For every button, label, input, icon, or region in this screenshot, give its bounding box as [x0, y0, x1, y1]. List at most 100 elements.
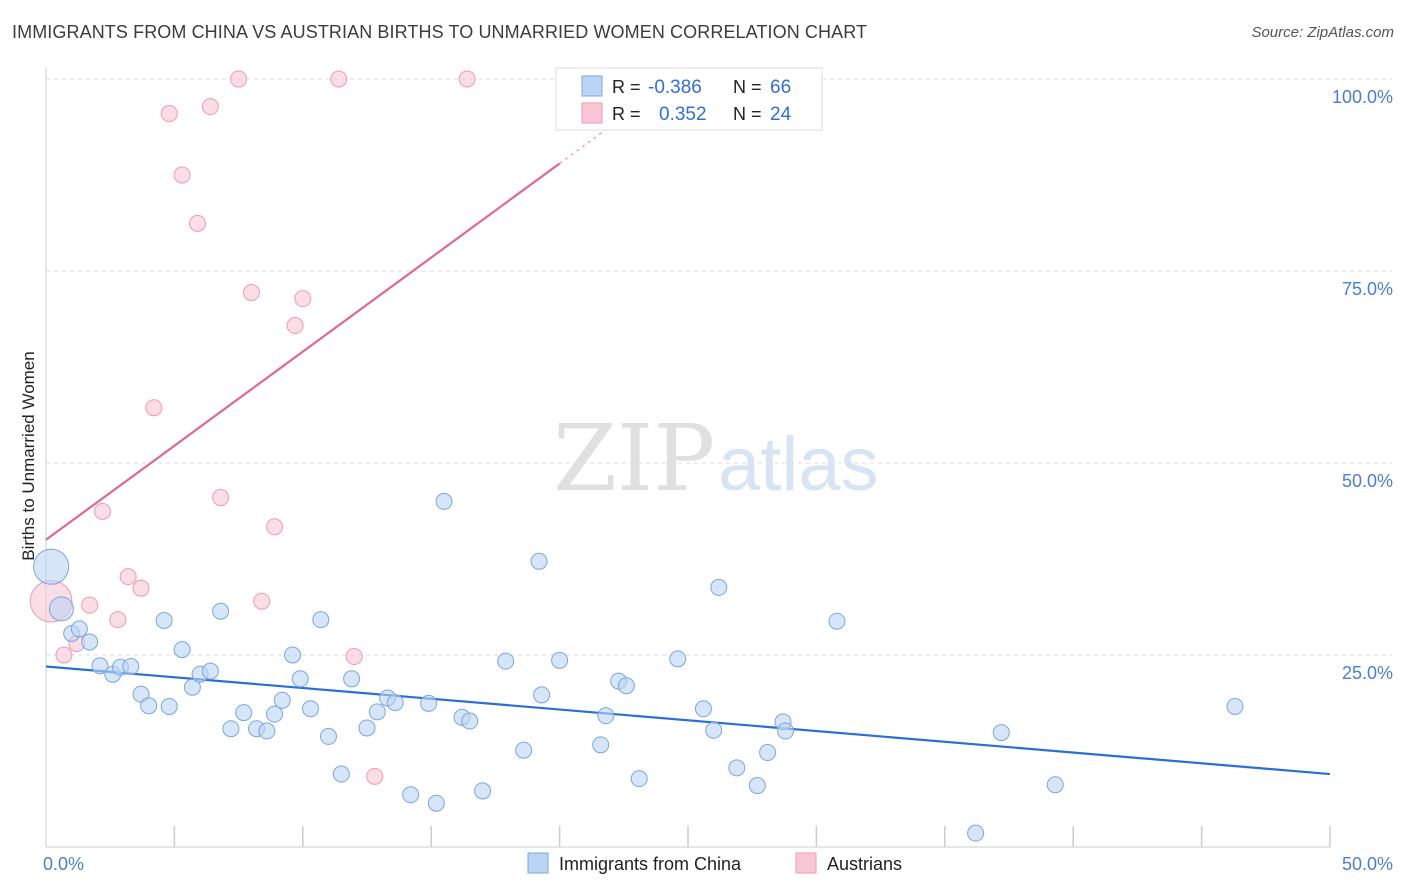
china-point — [140, 697, 158, 715]
china-point — [530, 552, 548, 570]
austrian-point — [160, 105, 178, 123]
stats-n-value: 24 — [770, 104, 792, 125]
china-point — [435, 492, 453, 510]
austrian-point — [266, 518, 284, 536]
stats-r-label: R = — [612, 77, 641, 97]
austrian-point — [242, 284, 260, 302]
tick-label-layer: 100.0% 75.0% 50.0% 25.0% 0.0% 50.0% — [43, 87, 1393, 874]
china-point — [122, 658, 140, 676]
china-point — [705, 721, 723, 739]
china-point — [710, 578, 728, 596]
china-point — [222, 720, 240, 738]
stats-n-label: N = — [733, 77, 762, 97]
watermark-atlas: atlas — [718, 422, 879, 507]
austrian-point — [93, 502, 111, 520]
china-point — [515, 741, 533, 759]
austrian-point — [366, 767, 384, 785]
china-point — [669, 650, 687, 668]
austrian-point — [173, 166, 191, 184]
stats-swatch-blue — [581, 75, 603, 97]
austrian-point — [189, 214, 207, 232]
china-point — [597, 707, 615, 725]
stats-n-value: 66 — [770, 77, 791, 98]
austrian-point — [286, 317, 304, 335]
china-point — [828, 612, 846, 630]
stats-r-value: -0.386 — [648, 77, 702, 98]
china-point — [266, 705, 284, 723]
china-point — [155, 611, 173, 629]
china-point — [235, 704, 253, 722]
grid-layer — [46, 78, 1392, 656]
china-point — [402, 786, 420, 804]
legend-label-austrians: Austrians — [827, 854, 902, 874]
china-point — [332, 765, 350, 783]
austrian-point — [253, 592, 271, 610]
china-point — [420, 694, 438, 712]
china-point — [474, 782, 492, 800]
china-point — [48, 596, 74, 622]
china-point — [759, 744, 777, 762]
china-point — [630, 770, 648, 788]
series-legend: Immigrants from China Austrians — [527, 852, 902, 874]
china-point — [91, 657, 109, 675]
china-point — [386, 694, 404, 712]
china-point — [617, 677, 635, 695]
china-point — [273, 691, 291, 709]
stats-legend: R = -0.386 N = 66 R = 0.352 N = 24 — [555, 67, 823, 131]
china-point — [368, 703, 386, 721]
austrian-point — [109, 611, 127, 629]
y-tick-label: 50.0% — [1342, 471, 1393, 491]
china-point — [173, 641, 191, 659]
china-point — [967, 824, 985, 842]
y-tick-label: 25.0% — [1342, 663, 1393, 683]
china-point — [81, 633, 99, 651]
china-point — [497, 652, 515, 670]
chart-source: Source: ZipAtlas.com — [1251, 24, 1394, 41]
points-layer — [29, 70, 1244, 842]
china-point — [201, 662, 219, 680]
axis-layer — [45, 68, 1331, 848]
china-point — [284, 646, 302, 664]
y-tick-label: 100.0% — [1332, 87, 1393, 107]
austrian-point — [458, 70, 476, 88]
x-tick-label: 50.0% — [1342, 854, 1393, 874]
china-point — [1046, 776, 1064, 794]
china-point — [992, 724, 1010, 742]
china-point — [777, 722, 795, 740]
austrian-point — [145, 399, 163, 417]
watermark-zip: ZIP — [553, 405, 715, 512]
china-point — [33, 548, 70, 585]
austrian-point — [132, 579, 150, 597]
china-point — [427, 794, 445, 812]
china-point — [312, 611, 330, 629]
austrian-point — [330, 70, 348, 88]
legend-label-china: Immigrants from China — [559, 854, 742, 874]
austrian-point — [294, 290, 312, 308]
china-point — [461, 712, 479, 730]
china-point — [358, 719, 376, 737]
china-trend-line — [45, 665, 1331, 776]
austrian-point — [201, 98, 219, 116]
china-point — [592, 736, 610, 754]
y-axis-label: Births to Unmarried Women — [19, 351, 38, 560]
stats-r-label: R = — [612, 104, 641, 124]
austrian-point — [345, 648, 363, 666]
watermark: ZIP atlas — [553, 405, 879, 512]
x-tick-label: 0.0% — [43, 854, 84, 874]
china-point — [694, 700, 712, 718]
austrian-point — [119, 568, 137, 586]
y-tick-label: 75.0% — [1342, 279, 1393, 299]
china-point — [302, 700, 320, 718]
china-point — [728, 759, 746, 777]
china-point — [1226, 697, 1244, 715]
austrian-trend-line — [45, 162, 561, 541]
china-point — [70, 620, 88, 638]
china-point — [212, 602, 230, 620]
chart-title: IMMIGRANTS FROM CHINA VS AUSTRIAN BIRTHS… — [12, 22, 868, 42]
china-point — [258, 722, 276, 740]
china-point — [748, 777, 766, 795]
legend-swatch-blue — [527, 852, 549, 874]
austrian-point — [212, 489, 230, 507]
austrian-point — [230, 70, 248, 88]
austrian-point — [81, 596, 99, 614]
